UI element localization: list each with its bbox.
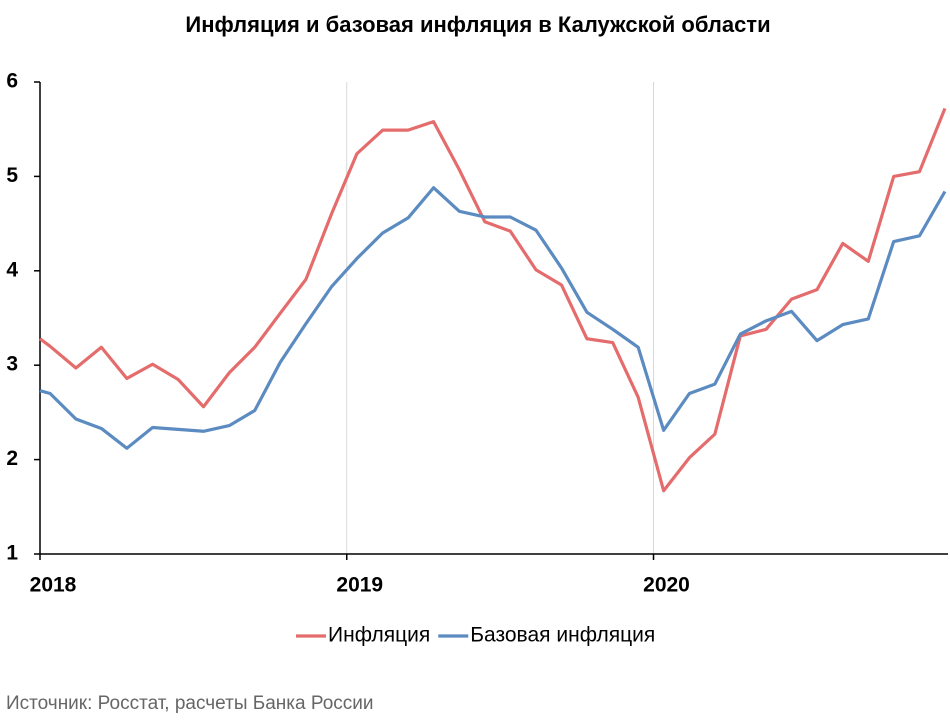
y-tick-label: 2 [6, 447, 18, 470]
x-tick-label: 2020 [643, 574, 690, 597]
y-tick-label: 1 [6, 542, 18, 565]
y-tick-label: 5 [6, 164, 18, 187]
y-tick-label: 6 [6, 70, 18, 93]
y-tick-label: 4 [6, 258, 18, 281]
series-line [39, 186, 947, 450]
legend-label: Базовая инфляция [470, 624, 655, 647]
series-line [39, 107, 947, 493]
chart-title: Инфляция и базовая инфляция в Калужской … [185, 12, 770, 37]
legend-label: Инфляция [328, 624, 430, 647]
y-tick-label: 3 [6, 353, 18, 376]
source-note: Источник: Росстат, расчеты Банка России [6, 693, 374, 714]
x-tick-label: 2018 [30, 574, 77, 597]
x-tick-label: 2019 [336, 574, 383, 597]
